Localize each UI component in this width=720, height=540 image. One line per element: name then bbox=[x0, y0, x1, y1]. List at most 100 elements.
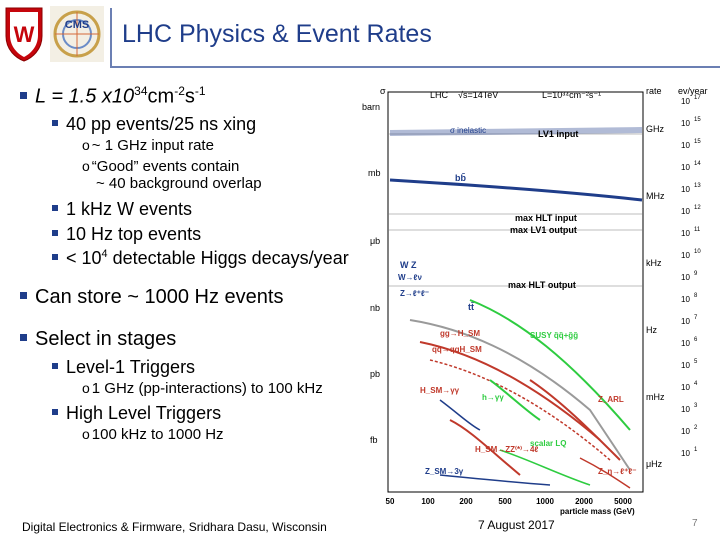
bullet-l1-triggers: Level-1 Triggers bbox=[52, 357, 195, 378]
rate-mhz: MHz bbox=[646, 191, 665, 201]
right-axis-exponent: 10 bbox=[694, 249, 701, 255]
right-axis-tick: 10 bbox=[681, 97, 690, 106]
right-axis-tick: 10 bbox=[681, 273, 690, 282]
right-axis-tick: 10 bbox=[681, 383, 690, 392]
right-axis-tick: 10 bbox=[681, 229, 690, 238]
bullet-top-events: 10 Hz top events bbox=[52, 224, 201, 245]
logo-area: W CMS bbox=[0, 0, 110, 68]
rate-hz: Hz bbox=[646, 325, 657, 335]
label-lv1-input: LV1 input bbox=[538, 129, 578, 139]
x-axis-tick: 500 bbox=[498, 497, 512, 506]
cms-logo-text: CMS bbox=[65, 19, 89, 31]
right-axis-tick: 10 bbox=[681, 119, 690, 128]
right-axis-tick: 10 bbox=[681, 163, 690, 172]
cross-section-plot: σ LHC √s=14TeV L=10³⁴cm⁻²s⁻¹ rate ev/yea… bbox=[362, 86, 708, 516]
right-axis-tick: 10 bbox=[681, 405, 690, 414]
bullet-square-icon bbox=[52, 205, 58, 212]
right-axis-exponent: 11 bbox=[694, 227, 701, 233]
bullet-select: Select in stages bbox=[20, 328, 176, 351]
right-axis-tick: 10 bbox=[681, 141, 690, 150]
label-max-lv1-output: max LV1 output bbox=[510, 225, 577, 235]
label-z-ll: Z→ℓ⁺ℓ⁻ bbox=[400, 289, 429, 298]
x-axis-tick: 5000 bbox=[614, 497, 632, 506]
lumi-mid: cm bbox=[147, 85, 175, 108]
bullet-square-icon bbox=[20, 334, 27, 342]
page-number: 7 bbox=[692, 518, 698, 529]
plot-header-evyear: ev/year bbox=[678, 86, 708, 96]
right-axis-exponent: 1 bbox=[694, 447, 698, 453]
slide-footer: Digital Electronics & Firmware, Sridhara… bbox=[0, 508, 720, 538]
page-title: LHC Physics & Event Rates bbox=[122, 20, 432, 48]
right-axis-exponent: 5 bbox=[694, 359, 698, 365]
unit-mb: mb bbox=[368, 168, 381, 178]
cms-logo: CMS bbox=[50, 6, 104, 62]
rate-mhz-low: mHz bbox=[646, 392, 665, 402]
slide-header: W CMS LHC Physics & Event Rates bbox=[0, 0, 720, 68]
right-axis-exponent: 3 bbox=[694, 403, 698, 409]
bullet-circle-icon: o bbox=[82, 380, 90, 396]
header-rule bbox=[110, 66, 720, 68]
right-axis-exponent: 13 bbox=[694, 183, 701, 189]
right-axis-tick: 10 bbox=[681, 185, 690, 194]
rate-khz: kHz bbox=[646, 258, 662, 268]
rate-ghz: GHz bbox=[646, 124, 665, 134]
plot-header-lhc: LHC bbox=[430, 90, 449, 100]
right-axis-exponent: 15 bbox=[694, 139, 701, 145]
plot-sigma-label: σ bbox=[380, 86, 386, 96]
bullet-square-icon bbox=[20, 91, 27, 99]
bullet-hlt-detail: o 100 kHz to 1000 Hz bbox=[82, 426, 224, 443]
unit-barn: barn bbox=[362, 102, 380, 112]
right-axis-exponent: 7 bbox=[694, 315, 698, 321]
bullet-circle-icon: o bbox=[82, 137, 90, 153]
bullet-square-icon bbox=[52, 409, 58, 416]
right-axis-tick: 10 bbox=[681, 361, 690, 370]
bullet-pp-events: 40 pp events/25 ns xing bbox=[52, 114, 256, 135]
x-axis: 50 100 200 500 1000 2000 5000 bbox=[386, 497, 633, 506]
x-axis-tick: 1000 bbox=[536, 497, 554, 506]
title-bar: LHC Physics & Event Rates bbox=[110, 8, 720, 66]
label-h-gg: H_SM→γγ bbox=[420, 386, 460, 395]
label-susy: SUSY q̃q̃+g̃g̃ bbox=[530, 331, 578, 340]
label-ttbar: tt̄ bbox=[468, 302, 474, 312]
bullet-luminosity: L = 1.5 x1034cm-2s-1 bbox=[20, 84, 206, 109]
right-axis-exponent: 9 bbox=[694, 271, 698, 277]
right-axis-tick: 10 bbox=[681, 295, 690, 304]
x-axis-tick: 200 bbox=[459, 497, 473, 506]
label-sigma-inelastic: σ inelastic bbox=[450, 126, 486, 135]
label-wz: W Z bbox=[400, 260, 417, 270]
label-max-hlt-input: max HLT input bbox=[515, 213, 577, 223]
right-axis-tick: 10 bbox=[681, 339, 690, 348]
rate-uhz: μHz bbox=[646, 459, 663, 469]
x-axis-tick: 50 bbox=[386, 497, 395, 506]
label-bbbar: bb̄ bbox=[455, 173, 466, 183]
plot-header-rate: rate bbox=[646, 86, 662, 96]
x-axis-label: particle mass (GeV) bbox=[560, 507, 635, 516]
footer-left: Digital Electronics & Firmware, Sridhara… bbox=[22, 520, 327, 534]
footer-date: 7 August 2017 bbox=[478, 518, 555, 532]
unit-ub: μb bbox=[370, 236, 380, 246]
right-axis-exponent: 8 bbox=[694, 293, 698, 299]
label-scalar-lq: scalar LQ bbox=[530, 439, 566, 448]
plot-header-sqrt: √s=14TeV bbox=[458, 90, 498, 100]
lumi-exp2: -2 bbox=[174, 84, 185, 98]
bullet-circle-icon: o bbox=[82, 426, 90, 442]
right-axis-tick: 10 bbox=[681, 207, 690, 216]
bullet-input-rate: o ~ 1 GHz input rate bbox=[82, 137, 214, 154]
lumi-s: s bbox=[184, 85, 195, 108]
bullet-good-events: o “Good” events contain bbox=[82, 158, 240, 175]
label-max-hlt-output: max HLT output bbox=[508, 280, 576, 290]
right-axis-exponent: 14 bbox=[694, 161, 701, 167]
right-axis-tick: 10 bbox=[681, 317, 690, 326]
x-axis-tick: 2000 bbox=[575, 497, 593, 506]
label-gg-hsm: gg→H_SM bbox=[440, 329, 480, 338]
bullet-overlap: ~ 40 background overlap bbox=[96, 175, 262, 192]
bullet-square-icon bbox=[52, 363, 58, 370]
label-h-gamma: h→γγ bbox=[482, 393, 504, 402]
lumi-exp3: -1 bbox=[194, 84, 206, 98]
right-axis-exponent: 15 bbox=[694, 117, 701, 123]
bullet-hlt: High Level Triggers bbox=[52, 403, 221, 424]
bullet-square-icon bbox=[52, 120, 58, 127]
label-z-sm: Z_SM→3γ bbox=[425, 467, 464, 476]
bullet-store: Can store ~ 1000 Hz events bbox=[20, 286, 283, 309]
